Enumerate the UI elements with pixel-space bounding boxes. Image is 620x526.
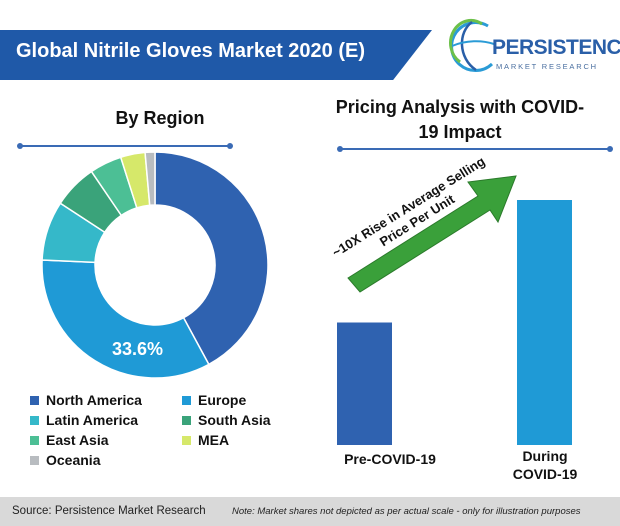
logo-name: PERSISTENCE — [492, 36, 620, 59]
legend-swatch — [182, 415, 191, 425]
legend-item: Oceania — [30, 452, 100, 468]
legend-item: Europe — [182, 392, 246, 408]
logo-globe-icon — [449, 18, 495, 72]
legend-item: East Asia — [30, 432, 109, 448]
legend-item: South Asia — [182, 412, 271, 428]
rule-dot — [337, 146, 343, 152]
legend-item: Latin America — [30, 412, 138, 428]
legend-swatch — [182, 395, 191, 405]
legend-swatch — [30, 415, 39, 425]
rule-dot — [227, 143, 233, 149]
bar-pre-covid-19 — [337, 322, 392, 445]
region-title-rule — [20, 145, 230, 147]
bar-label-during-covid: During COVID-19 — [512, 448, 578, 482]
donut-slice-oceania — [144, 151, 156, 207]
legend-item: North America — [30, 392, 142, 408]
rise-arrow-icon — [347, 175, 517, 293]
title-banner — [0, 30, 432, 80]
legend-swatch — [30, 395, 39, 405]
pricing-chart-title: Pricing Analysis with COVID-19 Impact — [335, 97, 585, 142]
footer-bar — [0, 497, 620, 526]
page-title: Global Nitrile Gloves Market 2020 (E) — [16, 40, 366, 62]
pricing-bar-chart — [337, 200, 572, 445]
bar-label-pre-covid: Pre-COVID-19 — [344, 451, 436, 467]
region-chart-title: By Region — [115, 108, 205, 128]
rule-dot — [607, 146, 613, 152]
legend-swatch — [30, 435, 39, 445]
legend-label: East Asia — [46, 432, 109, 448]
rule-dot — [17, 143, 23, 149]
legend-label: MEA — [198, 432, 230, 448]
europe-share-label: 33.6% — [112, 339, 164, 359]
bar-during-covid-19 — [517, 200, 572, 445]
source-text: Source: Persistence Market Research — [12, 505, 206, 517]
donut-slice-europe — [41, 259, 210, 379]
legend-label: Oceania — [46, 452, 101, 468]
legend-label: Latin America — [46, 412, 139, 428]
region-donut-chart — [41, 151, 269, 379]
legend-label: South Asia — [198, 412, 271, 428]
logo-tagline: MARKET RESEARCH — [496, 62, 598, 71]
legend-item: MEA — [182, 432, 229, 448]
legend-label: Europe — [198, 392, 247, 408]
legend-swatch — [30, 455, 39, 465]
legend-swatch — [182, 435, 191, 445]
pricing-title-rule — [340, 148, 612, 150]
footnote-text: Note: Market shares not depicted as per … — [232, 506, 581, 517]
donut-slice-north-america — [154, 151, 269, 366]
legend-label: North America — [46, 392, 142, 408]
